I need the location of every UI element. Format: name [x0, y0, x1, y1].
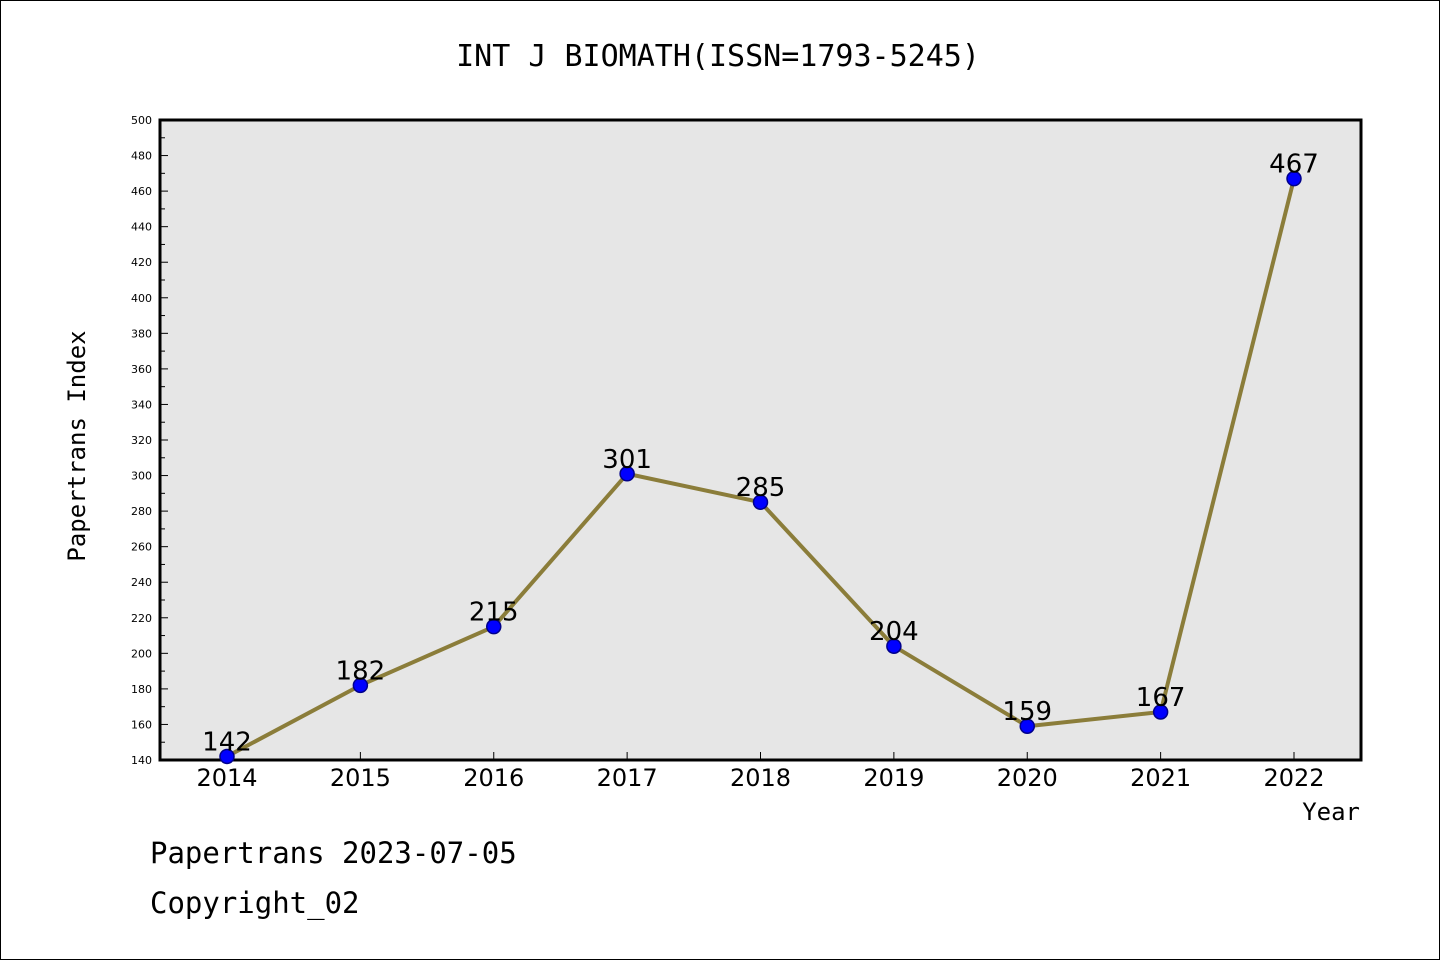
- x-tick-label: 2019: [863, 764, 924, 792]
- y-tick-label: 420: [131, 256, 152, 269]
- data-point: [619, 466, 635, 482]
- data-point: [219, 748, 235, 765]
- y-tick-label: 140: [131, 754, 152, 767]
- x-tick-label: 2016: [463, 764, 524, 792]
- chart-title: INT J BIOMATH(ISSN=1793-5245): [456, 39, 980, 74]
- x-tick-label: 2015: [330, 764, 391, 792]
- y-tick-label: 380: [131, 327, 152, 340]
- data-point: [1019, 718, 1035, 734]
- y-tick-label: 340: [131, 398, 152, 411]
- data-label: 182: [336, 656, 386, 686]
- data-label: 285: [736, 473, 786, 503]
- data-point: [886, 638, 902, 654]
- series-layer: 142 182 215 301 285 204 159 167 467: [202, 150, 1319, 765]
- y-tick-label: 200: [131, 647, 152, 660]
- y-tick-label: 180: [131, 683, 152, 696]
- data-label: 204: [869, 617, 919, 647]
- data-point: [752, 494, 769, 510]
- x-tick-label: 2018: [730, 764, 791, 792]
- x-tick-label: 2020: [997, 764, 1058, 792]
- data-label: 215: [469, 598, 519, 628]
- y-tick-label: 300: [131, 470, 152, 483]
- y-tick-label: 500: [131, 114, 152, 127]
- x-tick-label: 2017: [597, 764, 658, 792]
- data-label: 301: [602, 445, 652, 475]
- y-tick-label: 240: [131, 576, 152, 589]
- data-label: 159: [1002, 697, 1052, 727]
- plot-area: [158, 118, 1363, 762]
- data-point: [1286, 170, 1302, 187]
- x-axis: 2014 2015 2016 2017 2018 2019 2020 2021 2022: [196, 752, 1325, 792]
- data-label: 167: [1136, 683, 1186, 713]
- y-tick-label: 400: [131, 292, 152, 305]
- source-text: Papertrans 2023-07-05: [150, 836, 517, 870]
- y-tick-label: 360: [131, 363, 152, 376]
- y-axis: 140 160 180 200 220 240 260 280 300 320 340 360 380 4…: [131, 114, 168, 767]
- y-tick-label: 480: [131, 150, 152, 163]
- y-tick-label: 160: [131, 718, 152, 731]
- x-tick-label: 2021: [1130, 764, 1191, 792]
- y-axis-label: Papertrans Index: [63, 330, 91, 561]
- data-point: [352, 677, 369, 694]
- data-point: [1152, 704, 1169, 720]
- x-axis-label: Year: [1302, 798, 1360, 826]
- x-tick-label: 2014: [196, 764, 257, 792]
- data-point: [486, 618, 502, 635]
- y-tick-label: 320: [131, 434, 152, 447]
- data-label: 467: [1269, 150, 1319, 180]
- copyright-text: Copyright_02: [150, 886, 360, 920]
- y-tick-label: 440: [131, 221, 152, 234]
- y-tick-label: 280: [131, 505, 152, 518]
- x-tick-label: 2022: [1263, 764, 1324, 792]
- data-label: 142: [202, 727, 252, 757]
- y-tick-label: 220: [131, 612, 152, 625]
- y-tick-label: 460: [131, 185, 152, 198]
- y-tick-label: 260: [131, 541, 152, 554]
